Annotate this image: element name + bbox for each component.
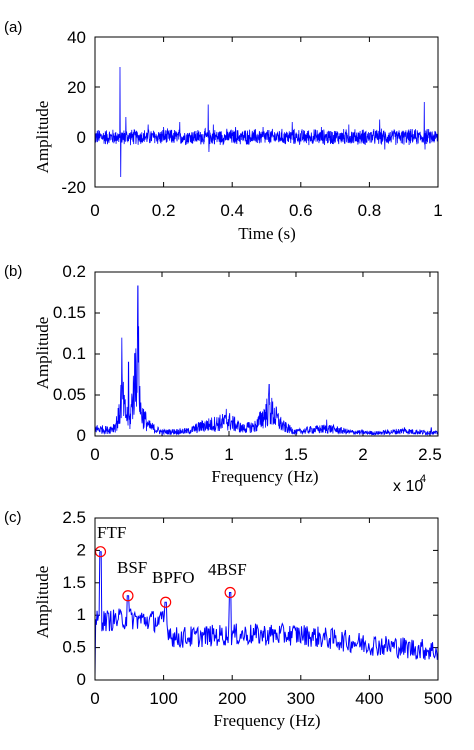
ytick-c-0: 0 [77, 670, 86, 689]
xlabel-b: Frequency (Hz) [211, 467, 318, 486]
plot-area-b [94, 271, 439, 437]
annotations-c: FTF BSF BPFO 4BSF [97, 523, 247, 587]
panel-label-c: (c) [4, 509, 22, 526]
axes-frame-a [94, 36, 439, 188]
xtick-a-4: 0.8 [358, 201, 382, 220]
axes-frame-c [94, 517, 439, 681]
peak-marker-bsf [122, 590, 134, 602]
xtick-c-5: 500 [424, 689, 452, 708]
xtick-b-0: 0 [90, 445, 99, 464]
envelope-line-c [94, 551, 439, 677]
xtick-b-4: 2 [358, 445, 367, 464]
xticks-a: 0 0.2 0.4 0.6 0.8 1 [90, 201, 442, 220]
plot-area-a [94, 36, 439, 188]
x-multiplier-base: x 10 [393, 478, 423, 495]
ytick-b-4: 0.2 [62, 262, 86, 281]
xtick-c-3: 300 [287, 689, 315, 708]
yticks-a: -20 0 20 40 [61, 28, 86, 197]
xtick-a-3: 0.6 [289, 201, 313, 220]
annotation-ftf-label: FTF [97, 523, 126, 542]
annotation-bpfo-label: BPFO [152, 568, 195, 587]
ytick-b-2: 0.1 [62, 344, 86, 363]
ytick-a-3: 40 [67, 28, 86, 47]
yticks-c: 0 0.5 1 1.5 2 2.5 [62, 508, 86, 689]
ytick-a-2: 20 [67, 78, 86, 97]
ytick-b-3: 0.15 [53, 303, 86, 322]
ytick-a-0: -20 [61, 178, 86, 197]
peak-marker-bpfo [160, 596, 172, 608]
panel-a: (a) Amplitude Time (s) 0 0.2 0.4 0.6 0.8… [4, 19, 443, 243]
signal-line-a [94, 66, 439, 178]
ytick-c-3: 1.5 [62, 573, 86, 592]
xtick-c-1: 100 [149, 689, 177, 708]
spectrum-line-b [94, 285, 439, 436]
xtick-a-1: 0.2 [152, 201, 176, 220]
ytick-b-0: 0 [77, 426, 86, 445]
panel-b: (b) Amplitude Frequency (Hz) 0 0.5 1 1.5… [4, 262, 442, 495]
panel-label-a: (a) [4, 19, 22, 36]
x-multiplier-b: x 10 4 [393, 473, 426, 495]
xtick-b-2: 1 [224, 445, 233, 464]
ylabel-b: Amplitude [33, 317, 52, 390]
peak-marker-4bsf [224, 586, 236, 599]
ytick-b-1: 0.05 [53, 385, 86, 404]
xticks-c: 0 100 200 300 400 500 [90, 689, 452, 708]
plot-area-c [94, 517, 439, 681]
xtick-a-0: 0 [90, 201, 99, 220]
ytick-a-1: 0 [77, 128, 86, 147]
x-multiplier-exponent: 4 [420, 473, 426, 485]
panel-c: (c) Amplitude Frequency (Hz) 0 100 200 3… [4, 508, 452, 730]
ytick-c-5: 2.5 [62, 508, 86, 527]
xticks-b: 0 0.5 1 1.5 2 2.5 [90, 445, 442, 464]
annotation-4bsf-label: 4BSF [208, 560, 247, 579]
ylabel-a: Amplitude [33, 101, 52, 174]
xtick-c-2: 200 [218, 689, 246, 708]
axes-frame-b [94, 271, 439, 437]
xtick-b-3: 1.5 [284, 445, 308, 464]
xlabel-c: Frequency (Hz) [213, 711, 320, 730]
ylabel-c: Amplitude [33, 566, 52, 639]
xtick-b-5: 2.5 [418, 445, 442, 464]
yticks-b: 0 0.05 0.1 0.15 0.2 [53, 262, 86, 445]
xlabel-a: Time (s) [238, 224, 295, 243]
ytick-c-1: 0.5 [62, 638, 86, 657]
xtick-a-5: 1 [433, 201, 442, 220]
ytick-c-4: 2 [77, 540, 86, 559]
xtick-c-4: 400 [355, 689, 383, 708]
xtick-b-1: 0.5 [150, 445, 174, 464]
xtick-c-0: 0 [90, 689, 99, 708]
ytick-c-2: 1 [77, 605, 86, 624]
panel-label-b: (b) [4, 263, 22, 280]
annotation-bsf-label: BSF [117, 558, 147, 577]
xtick-a-2: 0.4 [220, 201, 244, 220]
